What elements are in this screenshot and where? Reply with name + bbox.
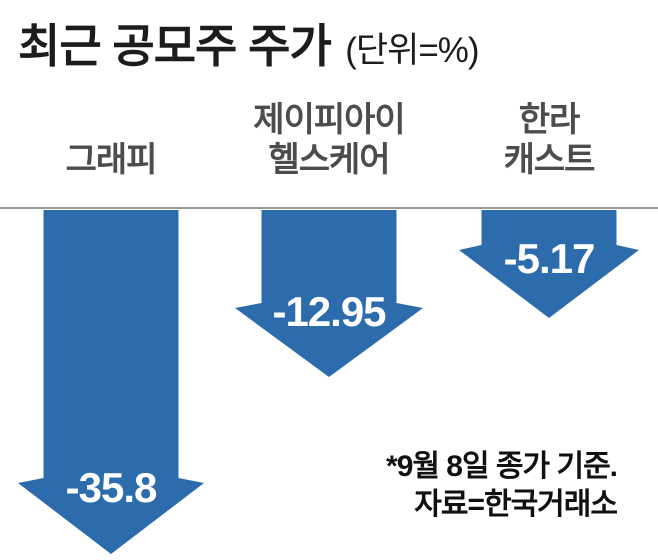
- value-label-graphy: -35.8: [65, 464, 158, 511]
- footnote-line-source: 자료=한국거래소: [414, 488, 618, 521]
- unit-label: (단위=%): [345, 31, 479, 70]
- zero-baseline: [0, 207, 658, 209]
- down-arrow-jpi-healthcare: [235, 210, 423, 377]
- category-label-halla-cast: 한라 캐스트: [503, 100, 596, 179]
- page-title: 최근 공모주 주가: [18, 20, 332, 72]
- category-label-jpi-healthcare: 제이피아이 헬스케어: [253, 100, 405, 179]
- value-label-halla-cast: -5.17: [503, 235, 596, 282]
- category-label-graphy: 그래피: [65, 140, 158, 179]
- footnote-line-basis: *9월 8일 종가 기준.: [386, 450, 618, 483]
- footnote: *9월 8일 종가 기준. 자료=한국거래소: [386, 448, 618, 524]
- chart-header: 최근 공모주 주가 (단위=%): [18, 10, 480, 76]
- value-label-jpi-healthcare: -12.95: [272, 288, 386, 335]
- down-arrow-halla-cast: [459, 210, 639, 318]
- down-arrow-graphy: [18, 210, 204, 554]
